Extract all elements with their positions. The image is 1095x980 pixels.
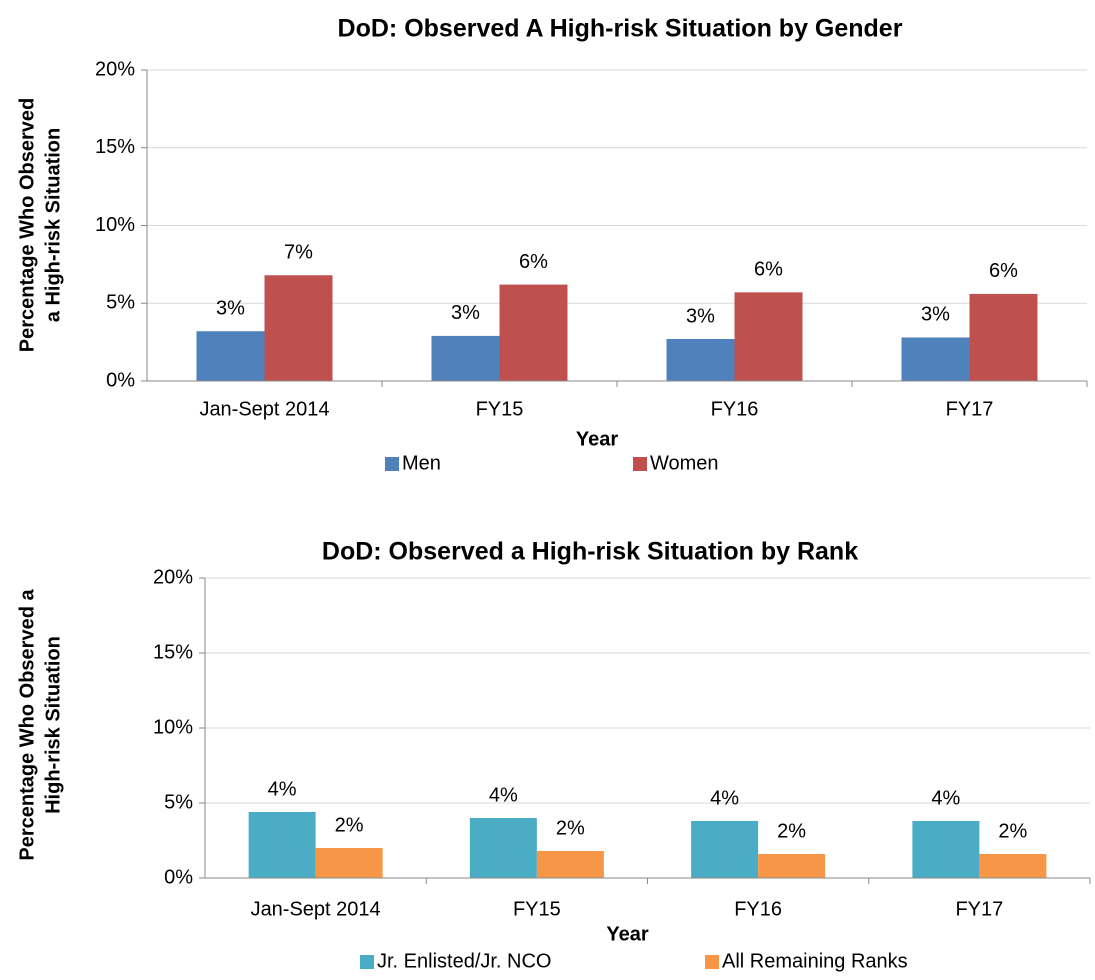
data-label: 2%: [335, 814, 364, 836]
y-tick-label: 15%: [153, 641, 193, 663]
y-tick-label: 20%: [153, 566, 193, 588]
bar: [666, 339, 735, 381]
bar: [691, 821, 759, 878]
legend-swatch: [360, 955, 374, 969]
x-tick-label: FY16: [711, 398, 759, 420]
y-axis-title: a High-risk Situation: [42, 128, 64, 322]
bar: [196, 331, 265, 381]
data-label: 3%: [216, 298, 245, 320]
bar: [979, 854, 1047, 878]
x-tick-label: FY17: [946, 398, 994, 420]
y-axis-title: Percentage Who Observed: [16, 98, 38, 353]
y-tick-label: 10%: [95, 214, 135, 236]
x-tick-label: FY15: [513, 898, 561, 920]
y-tick-label: 5%: [106, 292, 135, 314]
bar: [431, 335, 500, 381]
legend-label: Women: [650, 452, 719, 474]
legend-label: All Remaining Ranks: [722, 950, 908, 972]
data-label: 6%: [519, 251, 548, 273]
legend-swatch: [385, 457, 399, 471]
y-axis-title: Percentage Who Observed a: [16, 589, 38, 861]
y-tick-label: 15%: [95, 136, 135, 158]
data-label: 3%: [451, 302, 480, 324]
data-label: 6%: [754, 259, 783, 281]
bar: [969, 293, 1038, 381]
y-tick-label: 5%: [164, 791, 193, 813]
data-label: 2%: [998, 820, 1027, 842]
y-tick-label: 20%: [95, 58, 135, 80]
bar: [248, 812, 316, 878]
bar: [758, 854, 826, 878]
bar: [536, 851, 604, 878]
x-axis-title: Year: [606, 923, 648, 945]
legend-swatch: [705, 955, 719, 969]
data-label: 7%: [284, 242, 313, 264]
x-tick-label: FY15: [476, 398, 524, 420]
data-label: 4%: [268, 778, 297, 800]
y-tick-label: 0%: [164, 866, 193, 888]
data-label: 6%: [989, 260, 1018, 282]
data-label: 2%: [777, 820, 806, 842]
data-label: 4%: [489, 784, 518, 806]
data-label: 3%: [921, 304, 950, 326]
bar: [912, 821, 980, 878]
legend-label: Men: [402, 452, 441, 474]
legend-swatch: [633, 457, 647, 471]
chart-title: DoD: Observed A High-risk Situation by G…: [338, 15, 903, 43]
bar: [469, 818, 537, 878]
x-tick-label: FY17: [955, 898, 1003, 920]
chart-title: DoD: Observed a High-risk Situation by R…: [322, 538, 858, 566]
data-label: 2%: [556, 817, 585, 839]
data-label: 4%: [931, 787, 960, 809]
bar: [264, 275, 333, 381]
y-tick-label: 10%: [153, 716, 193, 738]
bar: [499, 284, 568, 381]
y-tick-label: 0%: [106, 369, 135, 391]
data-label: 4%: [710, 787, 739, 809]
data-label: 3%: [686, 305, 715, 327]
bar: [734, 292, 803, 381]
legend-label: Jr. Enlisted/Jr. NCO: [377, 950, 552, 972]
bar: [315, 848, 383, 878]
x-axis-title: Year: [576, 428, 618, 450]
x-tick-label: Jan-Sept 2014: [199, 398, 329, 420]
bar: [901, 337, 970, 381]
y-axis-title: High-risk Situation: [42, 636, 64, 814]
x-tick-label: Jan-Sept 2014: [251, 898, 381, 920]
x-tick-label: FY16: [734, 898, 782, 920]
